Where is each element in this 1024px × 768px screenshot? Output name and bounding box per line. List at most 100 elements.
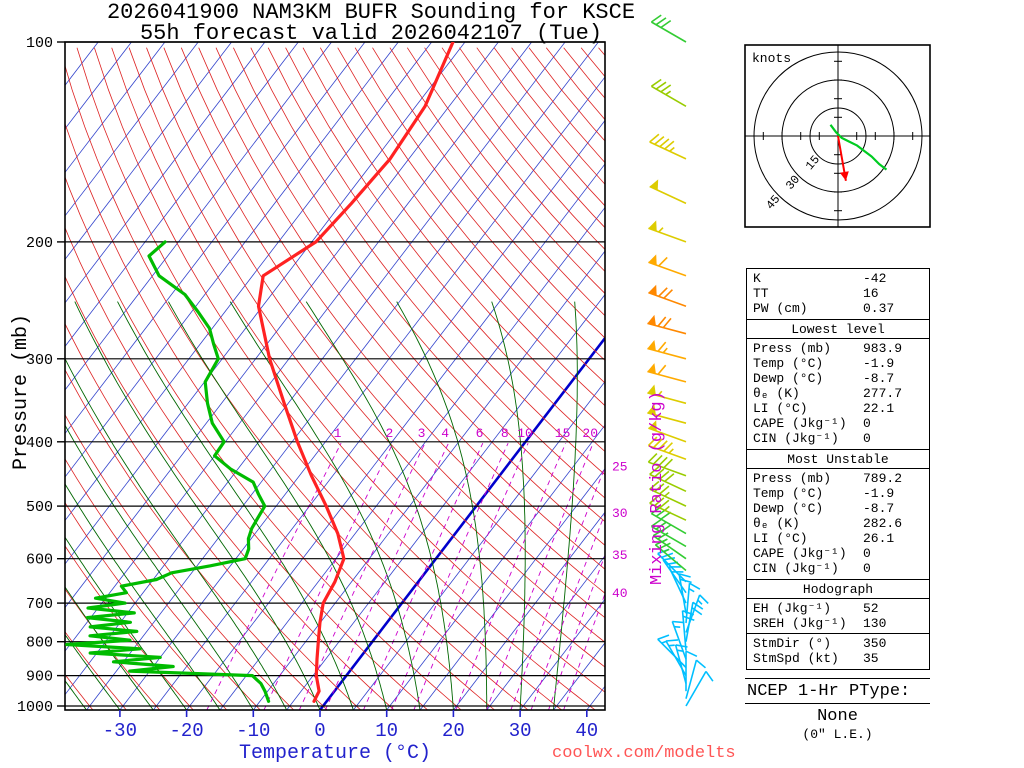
temperature-tick-label: 30 xyxy=(509,720,532,742)
stat-value: 130 xyxy=(863,616,887,631)
mixing-ratio-line-label: 30 xyxy=(612,506,628,521)
dewpoint-curve xyxy=(65,240,271,703)
mixing-ratio-line-label: 40 xyxy=(612,586,628,601)
temperature-tick-label: 20 xyxy=(442,720,465,742)
zero-isotherm xyxy=(318,335,605,710)
sounding-profiles xyxy=(65,42,455,703)
pressure-tick-label: 200 xyxy=(26,235,53,252)
wind-barb xyxy=(649,133,687,160)
wind-barb xyxy=(647,384,687,405)
temperature-curve xyxy=(256,42,455,703)
stat-value: 983.9 xyxy=(863,341,903,356)
wind-barb xyxy=(650,518,687,548)
stat-label: Temp (°C) xyxy=(753,356,824,371)
hodograph-border xyxy=(744,44,931,228)
stat-label: StmSpd (kt) xyxy=(753,651,839,666)
pressure-axis-label: Pressure (mb) xyxy=(10,313,33,470)
pressure-tick-label: 500 xyxy=(26,499,53,516)
wind-barb xyxy=(685,594,709,633)
stat-value: 0 xyxy=(863,546,871,561)
pressure-tick-label: 400 xyxy=(26,435,53,452)
mixing-ratio-axis-label: Mixing Ratio (g/kg) xyxy=(648,391,667,585)
wind-barb xyxy=(648,420,687,443)
stat-label: Dewp (°C) xyxy=(753,371,824,386)
stat-value: -42 xyxy=(863,271,887,286)
pressure-tick-label: 700 xyxy=(26,596,53,613)
wind-barb xyxy=(657,634,687,669)
stat-row: Press (mb) 789.2 xyxy=(747,471,929,486)
pressure-tick-label: 100 xyxy=(26,35,53,52)
stat-row: StmDir (°) 350 xyxy=(747,636,929,651)
temperature-tick-label: 0 xyxy=(314,720,325,742)
watermark-link[interactable]: coolwx.com/modelts xyxy=(552,744,736,763)
stat-row: Dewp (°C) -8.7 xyxy=(747,371,929,386)
stat-value: 35 xyxy=(863,651,879,666)
stats-section-title: Lowest level xyxy=(747,322,929,339)
stat-label: Press (mb) xyxy=(753,471,832,486)
pressure-gridlines xyxy=(64,41,606,711)
stat-label: TT xyxy=(753,286,769,301)
stat-label: Temp (°C) xyxy=(753,486,824,501)
stats-section: Most Unstable Press (mb) 789.2 Temp (°C) -1.… xyxy=(747,449,929,579)
mixing-ratio-line-label: 25 xyxy=(612,460,628,475)
stat-value: 789.2 xyxy=(863,471,903,486)
wind-barb xyxy=(650,78,687,107)
hodograph-units-label: knots xyxy=(752,51,791,66)
ptype-title: NCEP 1-Hr PType: xyxy=(745,679,930,704)
mixing-ratio-line-label: 3 xyxy=(418,426,426,441)
mixing-ratio-line-label: 1 xyxy=(334,426,342,441)
pressure-tick-label: 600 xyxy=(26,552,53,569)
stats-section: Lowest level Press (mb) 983.9 Temp (°C) -1.9… xyxy=(747,319,929,449)
stat-value: 52 xyxy=(863,601,879,616)
stat-label: CIN (Jkg⁻¹) xyxy=(753,431,839,446)
stat-value: 282.6 xyxy=(863,516,903,531)
stat-label: θₑ (K) xyxy=(753,516,800,531)
mixing-ratio-line-label: 15 xyxy=(555,426,571,441)
stat-row: PW (cm) 0.37 xyxy=(747,301,929,316)
wind-barb xyxy=(647,453,687,477)
stat-label: PW (cm) xyxy=(753,301,808,316)
stats-indices-section: K -42 TT 16 PW (cm) 0.37 xyxy=(747,269,929,319)
wind-barb xyxy=(647,340,687,360)
wind-barb xyxy=(647,436,687,461)
stat-row: EH (Jkg⁻¹) 52 xyxy=(747,601,929,616)
stat-value: 0 xyxy=(863,561,871,576)
pressure-tick-label: 1000 xyxy=(17,699,53,716)
wind-barb xyxy=(649,179,687,205)
stat-row: TT 16 xyxy=(747,286,929,301)
stat-label: LI (°C) xyxy=(753,401,808,416)
stat-value: 0.37 xyxy=(863,301,895,316)
wind-barb xyxy=(649,494,687,521)
stat-value: -8.7 xyxy=(863,501,895,516)
wind-barb xyxy=(685,670,714,707)
stat-label: SREH (Jkg⁻¹) xyxy=(753,616,847,631)
stat-row: Temp (°C) -1.9 xyxy=(747,486,929,501)
stats-section: Hodograph EH (Jkg⁻¹) 52 SREH (Jkg⁻¹) 130 StmD… xyxy=(747,579,929,669)
stat-value: 350 xyxy=(863,636,887,651)
mixing-ratio-line-label: 20 xyxy=(582,426,598,441)
stat-label: StmDir (°) xyxy=(753,636,832,651)
stat-label: CIN (Jkg⁻¹) xyxy=(753,561,839,576)
temperature-tick-label: 10 xyxy=(375,720,398,742)
wind-barb xyxy=(685,659,707,699)
stat-value: -1.9 xyxy=(863,486,895,501)
stat-row: SREH (Jkg⁻¹) 130 xyxy=(747,616,929,631)
stat-value: 0 xyxy=(863,431,871,446)
stat-label: CAPE (Jkg⁻¹) xyxy=(753,546,847,561)
stat-label: CAPE (Jkg⁻¹) xyxy=(753,416,847,431)
stat-row: CAPE (Jkg⁻¹) 0 xyxy=(747,416,929,431)
pressure-tick-label: 900 xyxy=(26,669,53,686)
wind-barb xyxy=(647,404,687,424)
stats-section-title: Most Unstable xyxy=(747,452,929,469)
stat-value: 16 xyxy=(863,286,879,301)
wind-barb xyxy=(649,466,687,493)
temperature-tick-label: -20 xyxy=(169,720,203,742)
stat-row: θₑ (K) 277.7 xyxy=(747,386,929,401)
temperature-tick-label: 40 xyxy=(575,720,598,742)
wind-barb xyxy=(649,480,687,507)
pressure-tick-label: 300 xyxy=(26,352,53,369)
wind-barb xyxy=(647,314,687,335)
background-isolines xyxy=(65,42,605,710)
